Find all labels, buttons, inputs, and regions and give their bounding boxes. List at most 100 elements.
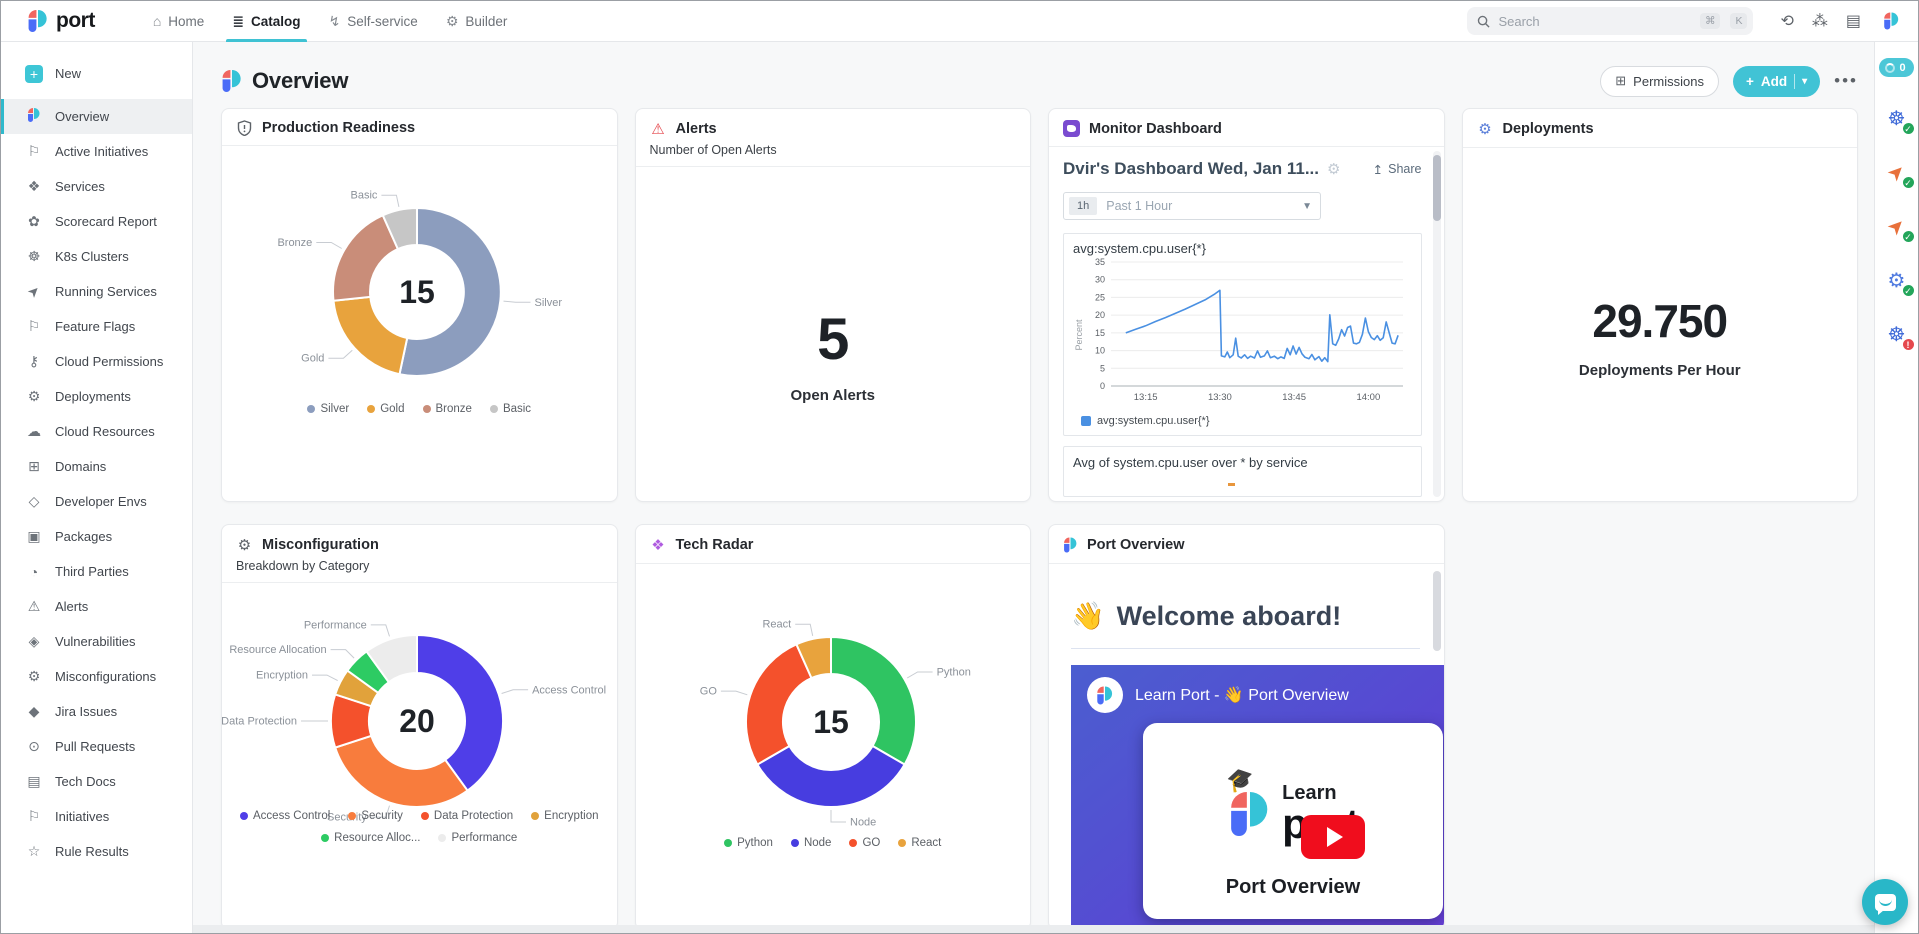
sidebar-item-running-services[interactable]: ➤ Running Services [1,274,192,309]
nav-item-catalog[interactable]: ≣ Catalog [218,1,314,42]
rocket-icon[interactable]: ➤ ✓ [1882,211,1915,243]
legend-label: Gold [380,403,405,415]
legend-item[interactable]: Gold [367,403,405,415]
legend-dot [420,812,429,820]
youtube-video-embed[interactable]: Learn Port - 👋 Port Overview 🎓 [1071,665,1444,929]
sidebar-item-feature-flags[interactable]: ⚐ Feature Flags [1,309,192,344]
sidebar-item-pull-requests[interactable]: ⊙ Pull Requests [1,729,192,764]
sidebar-item-third-parties[interactable]: ◔ Third Parties [1,554,192,589]
sidebar-item-cloud-resources[interactable]: ☁ Cloud Resources [1,414,192,449]
deployment-icon[interactable]: ⚙ ✓ [1882,265,1915,297]
deployment-icon: ⚙ [27,388,41,404]
legend-dot [438,834,447,842]
doc-icon: ▤ [27,773,41,789]
sidebar-item-alerts[interactable]: ⚠ Alerts [1,589,192,624]
widget-misconfiguration: ⚙ Misconfiguration Breakdown by Category… [221,524,618,930]
nav-item-home[interactable]: ⌂ Home [139,1,218,42]
sidebar-item-developer-envs[interactable]: ◇ Developer Envs [1,484,192,519]
sidebar-item-rule-results[interactable]: ☆ Rule Results [1,834,192,869]
sidebar-item-jira-issues[interactable]: ◆ Jira Issues [1,694,192,729]
sidebar-item-tech-docs[interactable]: ▤ Tech Docs [1,764,192,799]
legend-item[interactable]: Node [790,837,831,849]
sidebar-item-vulnerabilities[interactable]: ◈ Vulnerabilities [1,624,192,659]
sidebar-item-services[interactable]: ❖ Services [1,169,192,204]
more-options-button[interactable]: ••• [1834,71,1858,90]
sidebar-item-active-initiatives[interactable]: ⚐ Active Initiatives [1,134,192,169]
dashboard-settings-icon[interactable]: ⚙ [1327,161,1341,178]
port-channel-avatar[interactable] [1087,677,1123,713]
nav-item-builder[interactable]: ⚙ Builder [432,1,522,42]
sidebar-item-label: Active Initiatives [55,144,149,159]
sidebar-item-label: Misconfigurations [55,669,157,684]
legend-item[interactable]: Performance [438,832,517,844]
share-label: Share [1388,162,1422,176]
chat-support-button[interactable] [1862,879,1908,925]
sidebar-item-label: Initiatives [55,809,110,824]
sidebar-item-misconfigurations[interactable]: ⚙ Misconfigurations [1,659,192,694]
legend-label: Python [737,837,773,849]
svg-text:25: 25 [1095,292,1105,302]
legend-item[interactable]: Encryption [531,810,599,822]
docs-icon[interactable]: ▤ [1845,13,1861,30]
sidebar-item-initiatives[interactable]: ⚐ Initiatives [1,799,192,834]
widget-scrollbar[interactable] [1432,151,1441,497]
widget-scrollbar-thumb[interactable] [1432,155,1441,221]
legend-item[interactable]: Resource Alloc... [321,832,420,844]
sidebar-item-packages[interactable]: ▣ Packages [1,519,192,554]
svg-text:20: 20 [399,703,435,739]
k8s-cluster-icon[interactable]: ☸! [1882,319,1915,351]
flag-icon: ⚐ [27,143,41,159]
sidebar-item-scorecard-report[interactable]: ✿ Scorecard Report [1,204,192,239]
legend-item[interactable]: Bronze [422,403,472,415]
sidebar-item-new[interactable]: + New [1,56,192,91]
sidebar-item-domains[interactable]: ⊞ Domains [1,449,192,484]
people-grid-icon: ⊞ [1615,73,1627,88]
legend-item[interactable]: Basic [489,403,531,415]
video-title[interactable]: Learn Port - 👋 Port Overview [1135,687,1349,704]
legend-dot [898,839,907,847]
legend-dot [307,405,316,413]
legend-item[interactable]: Silver [307,403,349,415]
error-badge-icon: ! [1901,338,1915,351]
legend-dot [240,812,248,820]
cmd-key: ⌘ [1699,13,1721,29]
github-icon: ⊙ [28,738,40,754]
youtube-play-button[interactable] [1301,815,1365,859]
permissions-button[interactable]: ⊞ Permissions [1600,65,1719,97]
time-range-select[interactable]: 1h Past 1 Hour ▼ [1063,192,1321,220]
sidebar-item-overview[interactable]: Overview [1,99,192,134]
search-input[interactable]: Search ⌘ K [1467,7,1754,35]
nav-item-self-service[interactable]: ↯ Self-service [315,1,432,42]
port-brand[interactable]: port [27,8,95,34]
legend-dot [348,812,357,820]
history-icon[interactable]: ⟲ [1780,13,1794,30]
dashboard-title: Dvir's Dashboard Wed, Jan 11... [1063,159,1319,178]
port-logo-icon [1097,686,1113,704]
sidebar-item-deployments[interactable]: ⚙ Deployments [1,379,192,414]
rocket-icon[interactable]: ➤ ✓ [1882,157,1915,189]
package-icon: ▣ [27,528,41,544]
legend-item[interactable]: Access Control [240,810,330,822]
svg-text:React: React [762,619,791,631]
org-members-icon[interactable]: ⁂ [1811,13,1828,30]
horizontal-scrollbar[interactable] [193,925,1874,933]
legend-label: avg:system.cpu.user{*} [1097,415,1210,427]
chevron-down-icon: ▼ [1302,200,1312,212]
legend-item[interactable]: Data Protection [420,810,513,822]
legend-item[interactable]: Security [348,810,403,822]
legend-item[interactable]: React [898,837,941,849]
k8s-cluster-icon[interactable]: ☸ ✓ [1882,103,1915,135]
add-button[interactable]: + Add ▾ [1732,65,1821,97]
sidebar-item-k8s-clusters[interactable]: ☸ K8s Clusters [1,239,192,274]
widget-scrollbar-thumb[interactable] [1432,571,1441,651]
sidebar-item-label: Overview [55,109,110,124]
rocket-icon: ➤ [23,281,44,301]
legend-item[interactable]: Python [724,837,773,849]
sidebar-item-cloud-permissions[interactable]: ⚷ Cloud Permissions [1,344,192,379]
port-logo-icon [25,107,43,126]
time-range-label: Past 1 Hour [1106,199,1173,213]
sync-count-badge[interactable]: 0 [1879,58,1914,77]
legend-item[interactable]: GO [849,837,880,849]
share-button[interactable]: ↥ Share [1373,162,1422,177]
user-avatar[interactable] [1878,8,1904,34]
